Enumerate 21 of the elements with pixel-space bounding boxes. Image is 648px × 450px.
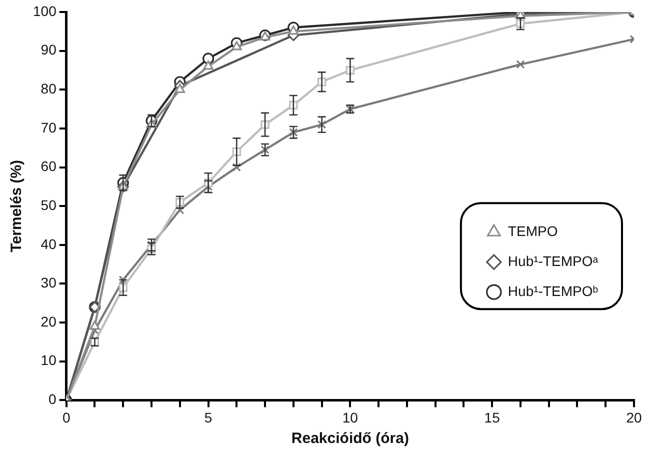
y-tick-label: 100 — [33, 2, 57, 19]
x-tick-label: 15 — [484, 409, 500, 426]
x-tick-label: 20 — [626, 409, 642, 426]
legend-label: Hub¹-TEMPOᵇ — [508, 282, 598, 299]
y-tick-label: 90 — [40, 42, 57, 58]
x-tick-label: 5 — [204, 409, 212, 426]
y-tick-label: 40 — [40, 236, 57, 252]
x-tick-label: 10 — [342, 409, 358, 426]
x-axis-title: Reakcióidő (óra) — [291, 430, 409, 448]
y-axis-title: Termelés (%) — [8, 160, 26, 252]
y-tick-label: 20 — [40, 313, 57, 330]
y-tick-label: 10 — [40, 352, 57, 368]
y-tick-label: 30 — [40, 274, 57, 291]
y-tick-label: 60 — [40, 158, 57, 174]
y-tick-label: 0 — [48, 391, 57, 408]
legend-label: Hub¹-TEMPOᵃ — [508, 252, 599, 269]
legend-label: TEMPO — [508, 222, 558, 239]
y-tick-label: 80 — [40, 80, 57, 96]
y-tick-label: 50 — [40, 196, 57, 213]
x-tick-label: 0 — [62, 409, 70, 426]
y-tick-label: 70 — [40, 119, 57, 136]
